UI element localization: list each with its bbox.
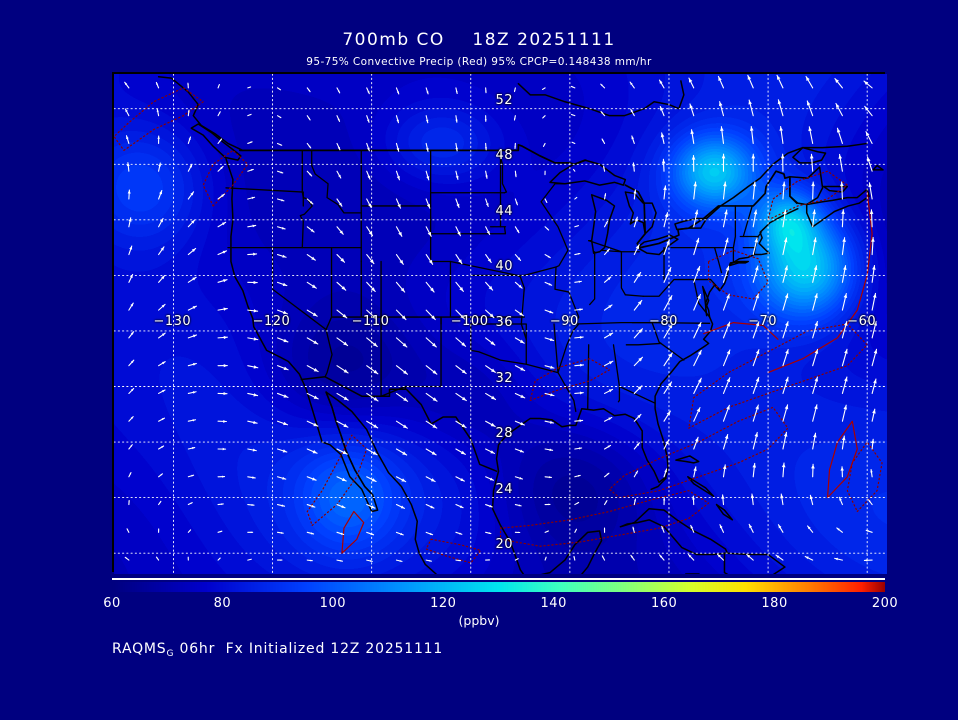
model-name: RAQMS bbox=[112, 641, 167, 657]
lat-label-48: 48 bbox=[495, 148, 514, 164]
footer-detail: 06hr Fx Initialized 12Z 20251111 bbox=[174, 641, 444, 657]
lat-label-44: 44 bbox=[495, 203, 514, 219]
lat-label-40: 40 bbox=[495, 259, 514, 275]
colorbar-gradient bbox=[112, 582, 885, 592]
lon-label-60w: −60 bbox=[847, 313, 877, 329]
lon-label-110w: −110 bbox=[351, 313, 390, 329]
colorbar-tick-180: 180 bbox=[761, 596, 788, 611]
lon-label-120w: −120 bbox=[252, 313, 291, 329]
lat-label-24: 24 bbox=[495, 481, 514, 497]
colorbar-tick-140: 140 bbox=[540, 596, 567, 611]
model-subscript: G bbox=[166, 649, 175, 659]
figure-footer: RAQMSG 06hr Fx Initialized 12Z 20251111 bbox=[112, 641, 444, 659]
lat-label-36: 36 bbox=[495, 314, 514, 330]
lat-label-52: 52 bbox=[495, 92, 514, 108]
lat-label-20: 20 bbox=[495, 537, 514, 553]
co-concentration-map[interactable] bbox=[114, 74, 887, 574]
colorbar-unit-label: (ppbv) bbox=[458, 613, 500, 628]
colorbar bbox=[112, 578, 885, 592]
figure-subtitle: 95-75% Convective Precip (Red) 95% CPCP=… bbox=[306, 56, 652, 68]
colorbar-tick-100: 100 bbox=[319, 596, 347, 611]
map-panel[interactable]: 52 48 44 40 36 32 28 24 20 −130 −120 −110 −100 −90 −80… bbox=[112, 72, 887, 574]
lon-label-100w: −100 bbox=[450, 313, 489, 329]
colorbar-tick-120: 120 bbox=[430, 596, 457, 611]
colorbar-tick-80: 80 bbox=[213, 596, 232, 611]
lat-label-32: 32 bbox=[495, 370, 514, 386]
colorbar-top-rule bbox=[112, 578, 885, 580]
colorbar-tick-60: 60 bbox=[103, 596, 121, 611]
lon-label-80w: −80 bbox=[648, 313, 678, 329]
lon-label-130w: −130 bbox=[153, 313, 192, 329]
colorbar-tick-200: 200 bbox=[871, 596, 899, 611]
figure-title: 700mb CO 18Z 20251111 bbox=[342, 30, 616, 50]
lat-label-28: 28 bbox=[495, 426, 514, 442]
colorbar-tick-160: 160 bbox=[650, 596, 678, 611]
lon-label-70w: −70 bbox=[748, 313, 777, 329]
lon-label-90w: −90 bbox=[549, 313, 579, 329]
